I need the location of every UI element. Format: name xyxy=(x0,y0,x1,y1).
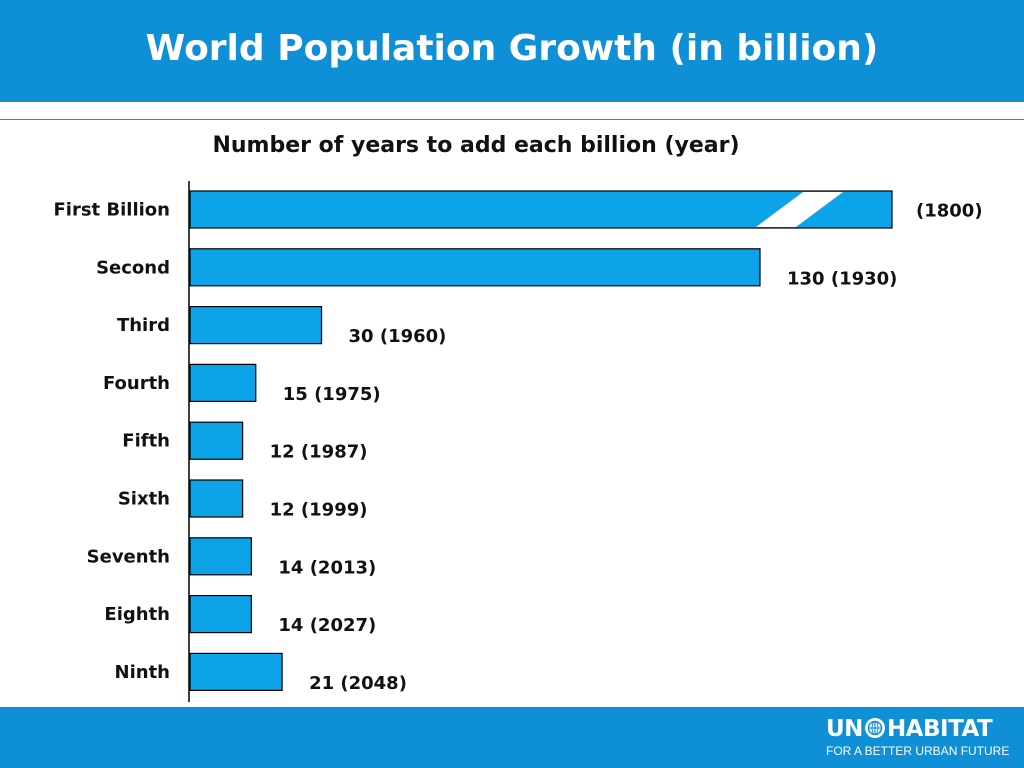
category-label-third: Third xyxy=(117,315,170,336)
bar-ninth xyxy=(189,652,283,692)
axis-break-mark xyxy=(756,192,843,227)
chart-title: Number of years to add each billion (yea… xyxy=(212,133,739,158)
value-label-sixth: 12 (1999) xyxy=(270,500,368,521)
value-label-eighth: 14 (2027) xyxy=(278,615,376,636)
bar-fourth xyxy=(189,363,257,402)
value-label-second: 130 (1930) xyxy=(787,268,897,289)
bar-second xyxy=(189,248,761,287)
value-label-fifth: 12 (1987) xyxy=(270,442,368,463)
category-label-eighth: Eighth xyxy=(104,604,170,625)
bar-chart: Number of years to add each billion (yea… xyxy=(53,133,983,702)
value-label-first-billion: (1800) xyxy=(916,201,983,222)
category-label-first-billion: First Billion xyxy=(53,200,170,221)
logo-tagline: FOR A BETTER URBAN FUTURE xyxy=(826,744,1010,758)
category-label-sixth: Sixth xyxy=(118,489,170,510)
value-label-seventh: 14 (2013) xyxy=(278,557,376,578)
logo-habitat-text: HABITAT xyxy=(886,716,993,742)
category-label-second: Second xyxy=(96,257,170,278)
bar-fifth xyxy=(189,421,244,460)
bar-sixth xyxy=(189,479,244,518)
title-divider xyxy=(0,119,1024,120)
bar-seventh xyxy=(189,537,252,576)
logo-un-text: UN xyxy=(826,716,863,742)
slide-title: World Population Growth (in billion) xyxy=(145,28,879,69)
category-label-seventh: Seventh xyxy=(87,546,170,567)
category-label-fifth: Fifth xyxy=(122,431,170,452)
value-label-fourth: 15 (1975) xyxy=(283,384,381,405)
category-label-fourth: Fourth xyxy=(103,373,170,394)
value-label-ninth: 21 (2048) xyxy=(309,673,407,694)
bar-third xyxy=(189,306,323,345)
un-emblem-icon xyxy=(864,718,885,738)
category-label-ninth: Ninth xyxy=(115,662,170,683)
bar-eighth xyxy=(189,594,252,634)
value-label-third: 30 (1960) xyxy=(349,326,447,347)
title-bar: World Population Growth (in billion) xyxy=(0,0,1024,102)
footer-bar xyxy=(0,707,1024,768)
bars-layer: First Billion (1800) Second 130 (1930) Third… xyxy=(53,190,983,694)
un-habitat-logo: UN HABITAT FOR A BETTER URBAN FUTURE xyxy=(826,716,1016,760)
